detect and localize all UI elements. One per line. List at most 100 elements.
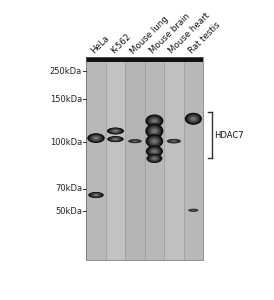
Bar <box>145 57 164 260</box>
Ellipse shape <box>146 146 163 157</box>
Ellipse shape <box>114 130 117 132</box>
Ellipse shape <box>109 128 122 134</box>
Ellipse shape <box>192 210 195 211</box>
Ellipse shape <box>107 136 124 142</box>
Ellipse shape <box>109 137 122 141</box>
Ellipse shape <box>172 140 176 142</box>
Ellipse shape <box>172 141 175 142</box>
Ellipse shape <box>153 140 156 142</box>
Ellipse shape <box>133 141 136 142</box>
Ellipse shape <box>148 126 161 136</box>
Text: Mouse lung: Mouse lung <box>129 14 170 56</box>
Ellipse shape <box>190 209 196 211</box>
Ellipse shape <box>89 134 103 142</box>
Ellipse shape <box>191 210 196 211</box>
Ellipse shape <box>153 158 156 159</box>
Ellipse shape <box>93 137 98 140</box>
Ellipse shape <box>186 114 201 124</box>
Ellipse shape <box>107 128 124 134</box>
Ellipse shape <box>108 128 123 134</box>
Ellipse shape <box>153 140 155 142</box>
Ellipse shape <box>149 127 160 136</box>
Ellipse shape <box>132 140 138 142</box>
Ellipse shape <box>147 135 162 147</box>
Ellipse shape <box>190 209 196 211</box>
Ellipse shape <box>92 136 100 140</box>
Bar <box>164 57 184 260</box>
Ellipse shape <box>148 155 161 162</box>
Ellipse shape <box>168 140 179 143</box>
Ellipse shape <box>94 137 98 139</box>
Text: K-562: K-562 <box>109 32 133 56</box>
Ellipse shape <box>189 209 198 212</box>
Ellipse shape <box>89 192 103 198</box>
Ellipse shape <box>90 193 102 197</box>
Ellipse shape <box>131 140 139 142</box>
Text: 250kDa: 250kDa <box>50 67 82 76</box>
Ellipse shape <box>149 117 160 124</box>
Ellipse shape <box>145 124 163 139</box>
Bar <box>86 57 203 62</box>
Ellipse shape <box>151 128 158 134</box>
Ellipse shape <box>148 116 161 126</box>
Ellipse shape <box>153 151 155 152</box>
Ellipse shape <box>192 210 195 211</box>
Ellipse shape <box>91 193 101 197</box>
Ellipse shape <box>148 125 161 137</box>
Ellipse shape <box>113 138 118 140</box>
Ellipse shape <box>148 116 161 125</box>
Ellipse shape <box>152 139 157 143</box>
Ellipse shape <box>114 139 117 140</box>
Ellipse shape <box>112 130 119 133</box>
Ellipse shape <box>146 124 163 138</box>
Ellipse shape <box>187 114 200 123</box>
Ellipse shape <box>150 148 159 154</box>
Ellipse shape <box>151 149 158 153</box>
Ellipse shape <box>188 115 198 122</box>
Ellipse shape <box>146 115 163 127</box>
Ellipse shape <box>150 156 159 161</box>
Ellipse shape <box>185 113 201 124</box>
Ellipse shape <box>170 140 178 142</box>
Ellipse shape <box>153 120 156 122</box>
Ellipse shape <box>108 128 123 134</box>
Ellipse shape <box>189 116 198 122</box>
Ellipse shape <box>109 136 122 142</box>
Ellipse shape <box>88 192 104 198</box>
Ellipse shape <box>149 137 160 145</box>
Ellipse shape <box>146 154 162 163</box>
Ellipse shape <box>111 129 120 133</box>
Ellipse shape <box>148 136 161 146</box>
Ellipse shape <box>151 156 158 161</box>
Ellipse shape <box>151 118 158 123</box>
Ellipse shape <box>131 140 139 142</box>
Ellipse shape <box>187 115 199 123</box>
Ellipse shape <box>153 130 155 132</box>
Ellipse shape <box>150 128 158 134</box>
Ellipse shape <box>189 209 197 212</box>
Text: 100kDa: 100kDa <box>50 138 82 147</box>
Ellipse shape <box>95 137 97 139</box>
Ellipse shape <box>152 157 157 160</box>
Ellipse shape <box>115 130 116 131</box>
Ellipse shape <box>147 154 162 163</box>
Ellipse shape <box>150 138 158 144</box>
Ellipse shape <box>151 149 158 154</box>
Ellipse shape <box>108 136 123 142</box>
Ellipse shape <box>87 133 105 143</box>
Bar <box>86 57 203 260</box>
Text: 70kDa: 70kDa <box>55 184 82 194</box>
Ellipse shape <box>150 137 159 145</box>
Ellipse shape <box>188 208 199 212</box>
Ellipse shape <box>192 118 194 119</box>
Ellipse shape <box>110 129 121 133</box>
Ellipse shape <box>91 193 101 197</box>
Text: Mouse heart: Mouse heart <box>167 11 212 56</box>
Ellipse shape <box>130 140 140 142</box>
Ellipse shape <box>93 194 99 196</box>
Ellipse shape <box>189 209 198 211</box>
Ellipse shape <box>148 147 161 156</box>
Ellipse shape <box>190 209 197 212</box>
Ellipse shape <box>152 157 157 160</box>
Ellipse shape <box>147 125 162 137</box>
